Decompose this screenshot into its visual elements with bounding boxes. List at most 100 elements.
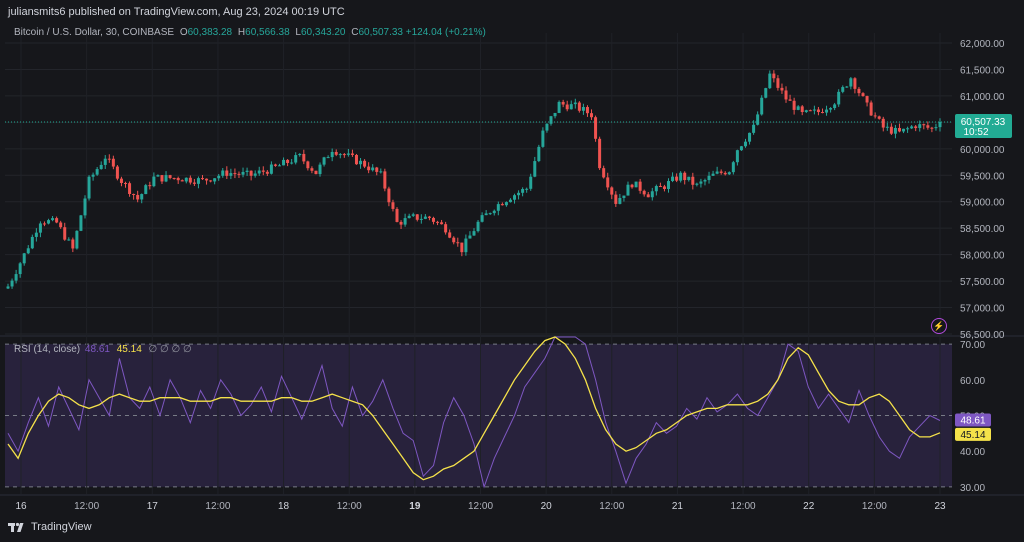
candle-body	[257, 170, 261, 174]
candle-body	[399, 221, 403, 225]
candle-body	[752, 124, 756, 133]
candle-body	[914, 126, 918, 129]
price-axis[interactable]: 62,000.0061,500.0061,000.0060,500.0060,0…	[955, 39, 1012, 494]
candle-body	[221, 170, 225, 176]
candle	[160, 175, 164, 185]
candle-body	[237, 173, 241, 175]
candle	[638, 178, 642, 194]
candle	[201, 175, 205, 181]
candle-body	[273, 164, 277, 166]
change-value: +124.04 (+0.21%)	[405, 27, 486, 38]
candle-body	[472, 231, 476, 236]
candle	[379, 168, 383, 174]
candle	[431, 216, 435, 225]
candle	[820, 108, 824, 114]
rsi-tick-label: 60.00	[960, 376, 985, 387]
candle-body	[849, 78, 853, 87]
candle	[841, 85, 845, 94]
candle	[79, 214, 83, 232]
brand-name: TradingView	[31, 521, 92, 533]
candle-body	[160, 175, 164, 182]
candle	[95, 166, 99, 176]
candle-body	[873, 115, 877, 117]
candle-body	[825, 109, 829, 113]
candle	[51, 215, 55, 222]
candle	[902, 128, 906, 134]
candle	[500, 202, 504, 206]
candle-body	[67, 239, 71, 241]
candle	[873, 112, 877, 119]
candle	[363, 159, 367, 169]
rsi-pane[interactable]	[7, 336, 941, 489]
time-tick-label: 12:00	[205, 501, 230, 512]
candle	[707, 171, 711, 184]
candle	[731, 160, 735, 175]
candle	[561, 99, 565, 108]
candle	[103, 155, 107, 170]
candle	[107, 154, 111, 163]
candle-body	[545, 123, 549, 131]
candle	[517, 190, 521, 200]
time-axis[interactable]: 16 12:00 17 12:00 18 12:00 19 12:00 20 12:00 21 12:…	[15, 501, 946, 512]
candle	[881, 116, 885, 132]
candle-body	[209, 180, 213, 182]
candle	[606, 172, 610, 191]
candle	[261, 166, 265, 176]
candle-body	[184, 177, 188, 182]
time-tick-label: 18	[278, 501, 290, 512]
candle	[209, 180, 213, 183]
candle-body	[679, 172, 683, 181]
symbol-legend[interactable]: Bitcoin / U.S. Dollar, 30, COINBASE O60,…	[14, 27, 486, 38]
candle	[573, 98, 577, 109]
candle	[286, 159, 290, 167]
candle	[119, 176, 123, 187]
candle-body	[164, 175, 168, 182]
candle-body	[683, 172, 687, 181]
candlestick-series[interactable]	[6, 70, 942, 290]
rsi-placeholder-values: ∅ ∅ ∅ ∅	[148, 344, 192, 355]
candle-body	[249, 170, 253, 176]
candle-body	[196, 178, 200, 184]
candle-body	[784, 90, 788, 100]
candle	[581, 103, 585, 115]
time-tick-label: 20	[541, 501, 553, 512]
candle-body	[95, 169, 99, 175]
candle-body	[302, 153, 306, 162]
candle-body	[622, 195, 626, 198]
candle-body	[63, 227, 67, 240]
candle	[800, 105, 804, 116]
candle-body	[286, 159, 290, 163]
candle-body	[902, 128, 906, 132]
candle-body	[922, 124, 926, 126]
candle	[662, 184, 666, 192]
candle	[687, 176, 691, 182]
candle	[229, 168, 233, 180]
candle	[440, 219, 444, 225]
rsi-legend[interactable]: RSI (14, close) 48.61 45.14 ∅ ∅ ∅ ∅	[14, 344, 192, 355]
candle	[371, 164, 375, 172]
candle-body	[654, 186, 658, 192]
candle-body	[646, 194, 650, 198]
candle-body	[820, 112, 824, 114]
candle-body	[233, 173, 237, 175]
candle-body	[893, 127, 897, 134]
candle	[407, 213, 411, 219]
candle	[598, 136, 602, 170]
rsi-value-badge-text: 48.61	[960, 415, 985, 426]
candle-body	[456, 242, 460, 244]
candle-body	[55, 218, 59, 223]
candle	[188, 175, 192, 185]
candle-body	[42, 223, 46, 225]
candle-body	[427, 216, 431, 218]
candle	[22, 252, 26, 266]
candle-body	[75, 230, 79, 249]
candle	[764, 87, 768, 99]
candle-body	[594, 117, 598, 139]
candle-body	[188, 177, 192, 183]
candle	[804, 109, 808, 114]
lightning-icon[interactable]: ⚡	[931, 318, 947, 334]
candle-body	[845, 86, 849, 88]
candle-body	[541, 130, 545, 147]
candle	[849, 76, 853, 90]
candle	[26, 245, 30, 255]
